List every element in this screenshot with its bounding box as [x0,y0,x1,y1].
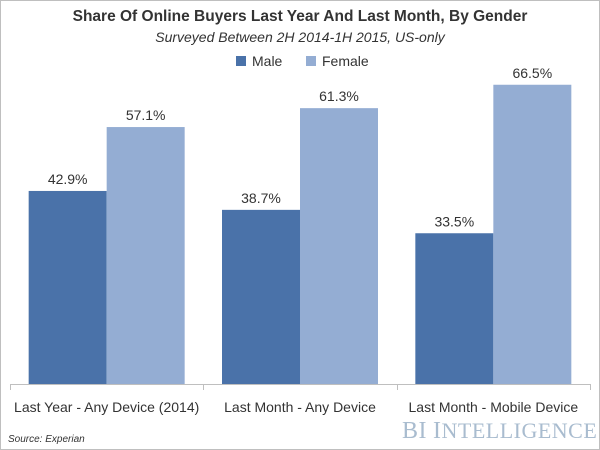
bi-intelligence-logo: BI INTELLIGENCE [402,418,598,444]
data-label-female-3: 66.5% [512,65,552,81]
bar-female-3 [493,84,572,384]
data-label-female-1: 57.1% [126,107,166,123]
legend-label-male: Male [252,53,283,69]
chart-subtitle: Surveyed Between 2H 2014-1H 2015, US-onl… [155,29,445,45]
legend: Male Female [0,52,600,70]
legend-swatch-female [306,56,316,66]
x-tick-label-3: Last Month - Mobile Device [409,399,579,415]
legend-item-female: Female [306,52,369,70]
x-tick-label-1: Last Year - Any Device (2014) [14,399,199,415]
bar-male-2 [222,209,300,384]
legend-item-male: Male [236,52,282,70]
data-label-male-2: 38.7% [241,190,281,206]
data-label-male-3: 33.5% [434,213,474,229]
legend-label-female: Female [322,53,369,69]
chart-title: Share Of Online Buyers Last Year And Las… [72,8,528,25]
legend-swatch-male [236,56,246,66]
x-tick-label-2: Last Month - Any Device [224,399,376,415]
data-label-female-2: 61.3% [319,88,359,104]
bar-female-2 [300,108,378,385]
data-label-male-1: 42.9% [48,171,88,187]
bar-male-3 [415,233,494,384]
bar-female-1 [106,127,185,385]
bar-male-1 [28,190,107,384]
source-note: Source: Experian [8,434,85,445]
